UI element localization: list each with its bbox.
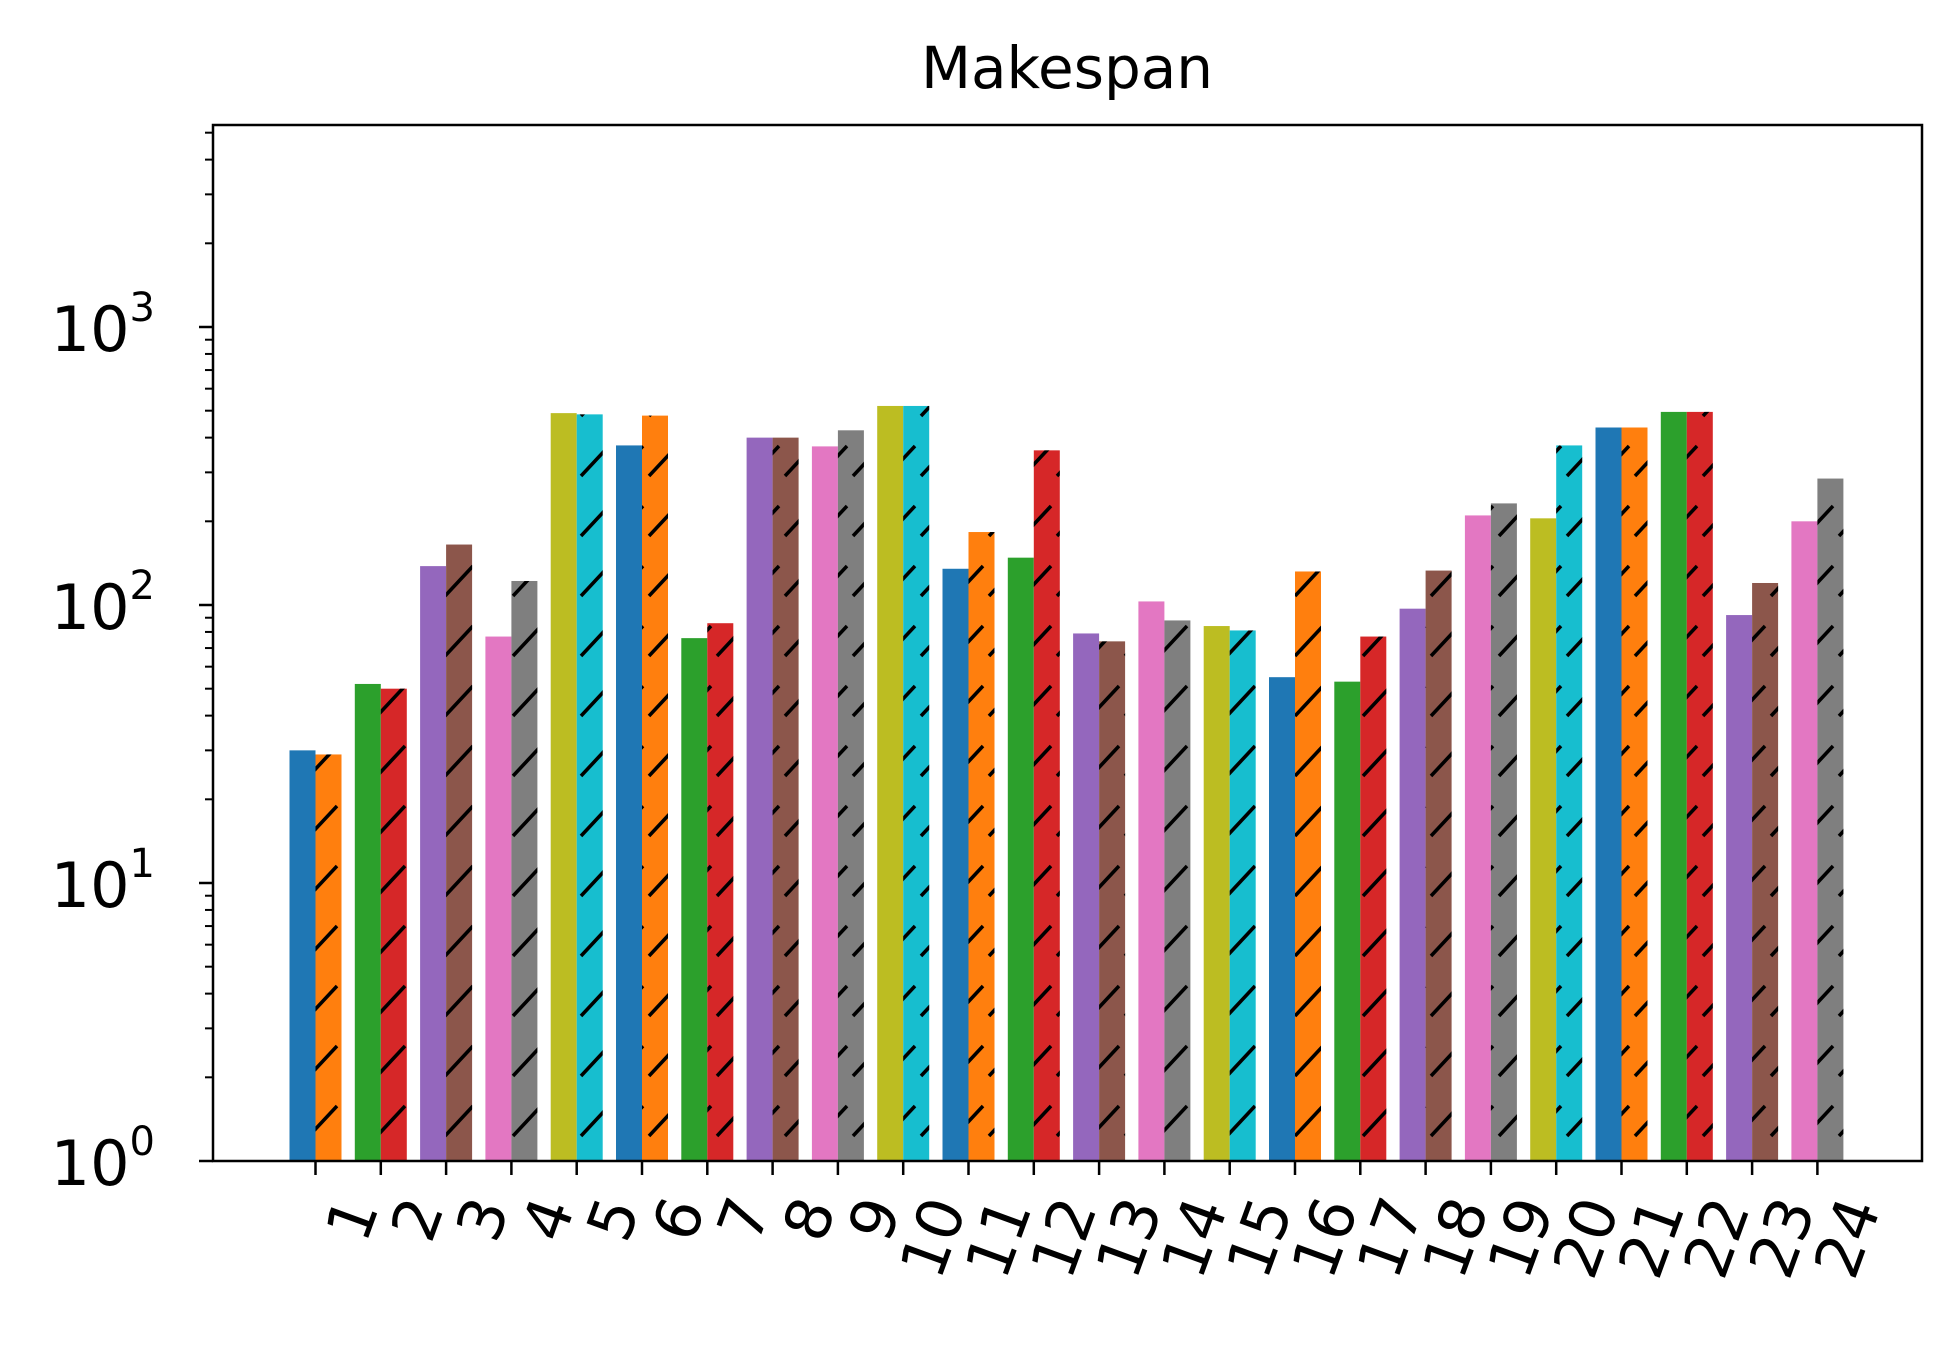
bar-hatch-12 bbox=[1033, 450, 1060, 1161]
bar-8-s1 bbox=[746, 437, 773, 1161]
ytick-label: 103 bbox=[51, 285, 155, 366]
bar-15-s1 bbox=[1203, 626, 1230, 1161]
bar-23-s1 bbox=[1726, 615, 1753, 1161]
bar-hatch-11 bbox=[968, 532, 995, 1161]
bar-hatch-2 bbox=[380, 688, 407, 1161]
plot-frame bbox=[211, 123, 1924, 1163]
bar-hatch-24 bbox=[1817, 478, 1844, 1162]
bar-1-s1 bbox=[289, 750, 316, 1161]
bar-hatch-5 bbox=[576, 414, 603, 1162]
bar-3-s1 bbox=[420, 566, 447, 1161]
bar-hatch-18 bbox=[1425, 570, 1452, 1161]
y-axis: 100 101 102 103 bbox=[51, 131, 213, 1200]
bar-9-s1 bbox=[811, 446, 838, 1162]
bar-hatch-13 bbox=[1099, 641, 1126, 1161]
bar-10-s1 bbox=[877, 405, 904, 1162]
xtick-label: 24 bbox=[1800, 1188, 1896, 1287]
ytick-label: 101 bbox=[51, 841, 155, 922]
bar-22-s1 bbox=[1660, 411, 1687, 1161]
bar-19-s1 bbox=[1464, 515, 1491, 1161]
bar-12-s1 bbox=[1007, 557, 1034, 1161]
bar-7-s1 bbox=[681, 638, 708, 1161]
bar-6-s1 bbox=[616, 445, 642, 1161]
bar-2-s1 bbox=[354, 683, 381, 1161]
bar-24-s1 bbox=[1791, 521, 1818, 1161]
bar-13-s1 bbox=[1073, 633, 1100, 1161]
chart-title: Makespan bbox=[921, 34, 1213, 102]
ytick-label: 102 bbox=[51, 563, 155, 644]
bar-5-s1 bbox=[550, 413, 577, 1161]
bar-hatch-3 bbox=[446, 544, 473, 1161]
bar-hatch-10 bbox=[903, 405, 930, 1162]
bar-hatch-19 bbox=[1490, 503, 1517, 1161]
bar-18-s1 bbox=[1399, 608, 1426, 1161]
bar-17-s1 bbox=[1334, 681, 1361, 1161]
bars-group bbox=[289, 405, 1844, 1162]
bar-hatch-20 bbox=[1556, 445, 1583, 1161]
bar-hatch-1 bbox=[315, 754, 342, 1161]
bar-hatch-21 bbox=[1621, 427, 1648, 1161]
bar-20-s1 bbox=[1530, 518, 1557, 1161]
bar-hatch-9 bbox=[837, 430, 864, 1162]
bar-hatch-14 bbox=[1164, 620, 1191, 1161]
bar-11-s1 bbox=[942, 568, 969, 1161]
bar-hatch-15 bbox=[1229, 630, 1256, 1161]
bar-hatch-4 bbox=[511, 580, 538, 1161]
bar-hatch-7 bbox=[707, 623, 734, 1161]
bar-14-s1 bbox=[1138, 601, 1165, 1161]
bar-hatch-23 bbox=[1752, 582, 1779, 1161]
bar-hatch-8 bbox=[772, 437, 799, 1161]
bar-hatch-16 bbox=[1295, 571, 1321, 1161]
bar-hatch-6 bbox=[642, 415, 668, 1161]
bar-4-s1 bbox=[485, 636, 512, 1161]
bar-21-s1 bbox=[1595, 427, 1622, 1161]
bar-16-s1 bbox=[1269, 677, 1295, 1161]
ytick-label: 100 bbox=[51, 1119, 155, 1200]
bar-hatch-22 bbox=[1686, 411, 1713, 1161]
bar-hatch-17 bbox=[1360, 636, 1387, 1161]
